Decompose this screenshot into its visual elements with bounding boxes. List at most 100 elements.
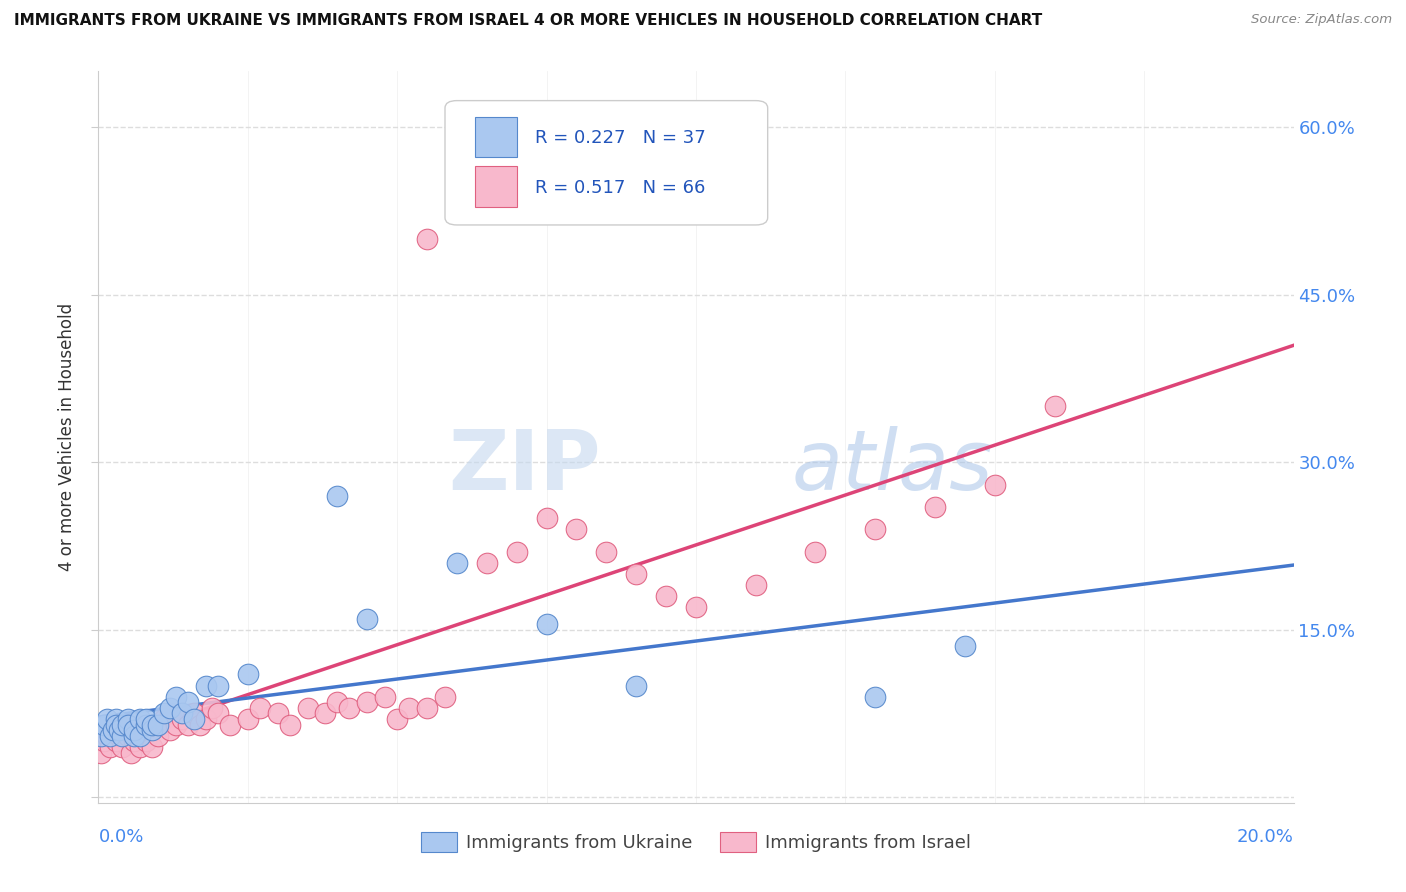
Point xyxy=(105,717,128,731)
Point xyxy=(120,746,142,760)
Point xyxy=(159,701,181,715)
Y-axis label: 4 or more Vehicles in Household: 4 or more Vehicles in Household xyxy=(58,303,76,571)
Point xyxy=(132,723,155,738)
Point xyxy=(207,679,229,693)
Point xyxy=(148,717,170,731)
Point xyxy=(315,706,337,721)
Point xyxy=(278,717,301,731)
Point xyxy=(108,729,131,743)
Point xyxy=(124,729,146,743)
Point xyxy=(124,723,146,738)
Point xyxy=(626,566,648,581)
Point xyxy=(924,500,946,514)
Point xyxy=(90,729,112,743)
Point xyxy=(177,695,200,709)
Point xyxy=(201,701,224,715)
Point xyxy=(111,729,134,743)
Point xyxy=(865,690,887,704)
Point xyxy=(188,717,211,731)
Point xyxy=(111,717,134,731)
Point xyxy=(153,712,176,726)
Point xyxy=(93,734,115,748)
Point xyxy=(141,723,163,738)
Point xyxy=(141,717,163,731)
Point xyxy=(129,739,152,754)
Point xyxy=(183,712,205,726)
FancyBboxPatch shape xyxy=(475,117,517,157)
Point xyxy=(98,729,122,743)
Point xyxy=(117,729,139,743)
Legend: Immigrants from Ukraine, Immigrants from Israel: Immigrants from Ukraine, Immigrants from… xyxy=(413,824,979,860)
Point xyxy=(219,717,242,731)
Text: atlas: atlas xyxy=(792,425,993,507)
Point xyxy=(565,522,588,536)
Point xyxy=(141,739,163,754)
Point xyxy=(183,706,205,721)
Point xyxy=(865,522,887,536)
Point xyxy=(108,723,131,738)
Point xyxy=(148,729,170,743)
Point xyxy=(129,729,152,743)
Point xyxy=(595,544,617,558)
Point xyxy=(117,717,139,731)
Point xyxy=(374,690,396,704)
Point xyxy=(356,695,378,709)
Point xyxy=(135,712,157,726)
Point xyxy=(153,706,176,721)
Point xyxy=(685,600,707,615)
Point xyxy=(111,723,134,738)
Point xyxy=(267,706,290,721)
Point xyxy=(1043,400,1066,414)
Point xyxy=(105,734,128,748)
Point xyxy=(536,617,558,632)
Point xyxy=(159,723,181,738)
Point xyxy=(129,717,152,731)
Point xyxy=(111,739,134,754)
Point xyxy=(105,717,128,731)
Point xyxy=(236,712,259,726)
Point xyxy=(129,712,152,726)
Point xyxy=(165,717,187,731)
Point xyxy=(159,706,181,721)
Point xyxy=(236,667,259,681)
Point xyxy=(416,232,439,246)
Point xyxy=(117,712,139,726)
Point xyxy=(249,701,271,715)
Text: 0.0%: 0.0% xyxy=(98,828,143,846)
Point xyxy=(626,679,648,693)
Text: ZIP: ZIP xyxy=(449,425,600,507)
Point xyxy=(177,717,200,731)
Point xyxy=(506,544,529,558)
Point xyxy=(804,544,827,558)
Point xyxy=(446,153,468,168)
Point xyxy=(339,701,361,715)
Point xyxy=(297,701,319,715)
Point xyxy=(172,712,194,726)
Point xyxy=(148,717,170,731)
Point xyxy=(135,717,157,731)
Point xyxy=(141,723,163,738)
Point xyxy=(93,717,115,731)
Point xyxy=(416,701,439,715)
Text: R = 0.227   N = 37: R = 0.227 N = 37 xyxy=(534,128,706,146)
Text: IMMIGRANTS FROM UKRAINE VS IMMIGRANTS FROM ISRAEL 4 OR MORE VEHICLES IN HOUSEHOL: IMMIGRANTS FROM UKRAINE VS IMMIGRANTS FR… xyxy=(14,13,1042,29)
Text: R = 0.517   N = 66: R = 0.517 N = 66 xyxy=(534,179,704,197)
Point xyxy=(90,746,112,760)
Point xyxy=(398,701,420,715)
Text: Source: ZipAtlas.com: Source: ZipAtlas.com xyxy=(1251,13,1392,27)
Point xyxy=(135,734,157,748)
Point xyxy=(124,734,146,748)
Point xyxy=(135,717,157,731)
Point xyxy=(172,706,194,721)
FancyBboxPatch shape xyxy=(446,101,768,225)
Point xyxy=(984,477,1007,491)
Point xyxy=(655,589,678,603)
Point xyxy=(356,611,378,625)
Point xyxy=(103,723,125,738)
Point xyxy=(446,556,468,570)
Point xyxy=(96,729,118,743)
Point xyxy=(385,712,409,726)
Point xyxy=(195,679,218,693)
Point xyxy=(117,717,139,731)
Point xyxy=(745,578,768,592)
